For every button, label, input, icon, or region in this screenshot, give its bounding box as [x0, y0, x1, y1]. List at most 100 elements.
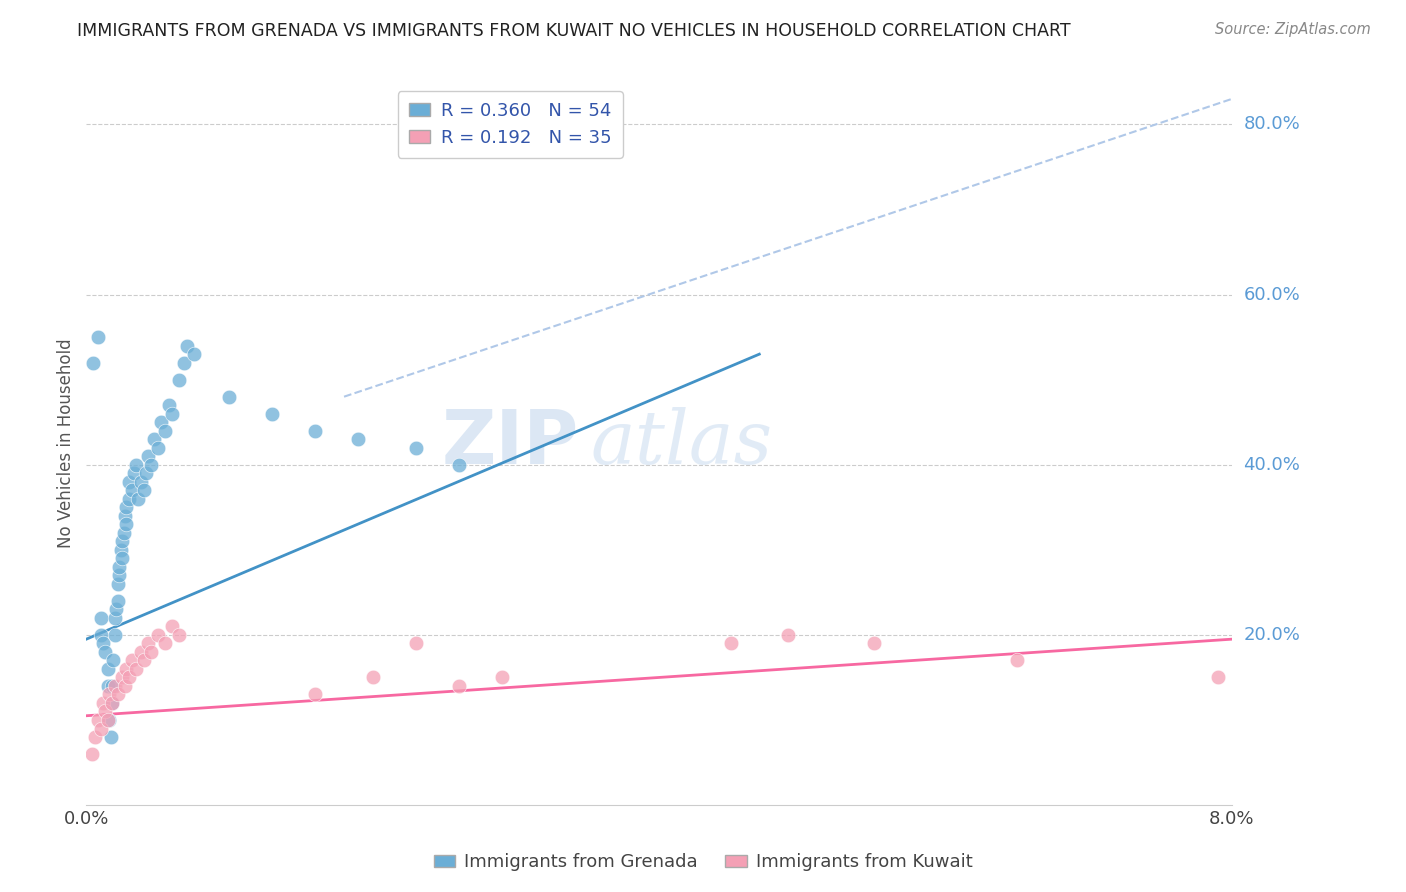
Point	[118, 475, 141, 489]
Point	[176, 338, 198, 352]
Point	[153, 424, 176, 438]
Point	[115, 517, 138, 532]
Point	[720, 636, 742, 650]
Point	[100, 730, 122, 744]
Point	[361, 670, 384, 684]
Point	[115, 662, 138, 676]
Point	[132, 653, 155, 667]
Point	[107, 594, 129, 608]
Text: 20.0%: 20.0%	[1243, 626, 1301, 644]
Point	[139, 645, 162, 659]
Point	[776, 628, 799, 642]
Point	[127, 491, 149, 506]
Point	[132, 483, 155, 498]
Point	[262, 407, 284, 421]
Point	[118, 670, 141, 684]
Point	[90, 628, 112, 642]
Point	[98, 713, 121, 727]
Point	[105, 602, 128, 616]
Point	[136, 636, 159, 650]
Point	[447, 458, 470, 472]
Point	[149, 415, 172, 429]
Point	[135, 467, 157, 481]
Point	[111, 670, 134, 684]
Point	[107, 688, 129, 702]
Point	[108, 568, 131, 582]
Point	[405, 441, 427, 455]
Point	[121, 483, 143, 498]
Point	[82, 356, 104, 370]
Point	[146, 628, 169, 642]
Point	[107, 577, 129, 591]
Point	[97, 713, 120, 727]
Point	[93, 696, 115, 710]
Point	[97, 679, 120, 693]
Point	[101, 679, 124, 693]
Point	[94, 705, 117, 719]
Point	[347, 432, 370, 446]
Point	[80, 747, 103, 761]
Point	[157, 398, 180, 412]
Point	[90, 722, 112, 736]
Point	[93, 636, 115, 650]
Point	[136, 449, 159, 463]
Point	[97, 662, 120, 676]
Point	[447, 679, 470, 693]
Point	[125, 662, 148, 676]
Point	[1206, 670, 1229, 684]
Legend: R = 0.360   N = 54, R = 0.192   N = 35: R = 0.360 N = 54, R = 0.192 N = 35	[398, 91, 623, 158]
Point	[139, 458, 162, 472]
Point	[87, 330, 110, 344]
Point	[114, 508, 136, 523]
Point	[1005, 653, 1028, 667]
Point	[169, 373, 191, 387]
Legend: Immigrants from Grenada, Immigrants from Kuwait: Immigrants from Grenada, Immigrants from…	[426, 847, 980, 879]
Point	[218, 390, 240, 404]
Point	[83, 730, 105, 744]
Point	[104, 628, 127, 642]
Point	[90, 611, 112, 625]
Point	[112, 525, 135, 540]
Text: 40.0%: 40.0%	[1243, 456, 1301, 474]
Point	[146, 441, 169, 455]
Point	[108, 559, 131, 574]
Point	[121, 653, 143, 667]
Point	[169, 628, 191, 642]
Text: ZIP: ZIP	[441, 407, 579, 480]
Point	[304, 688, 326, 702]
Point	[125, 458, 148, 472]
Point	[160, 407, 183, 421]
Point	[94, 645, 117, 659]
Point	[160, 619, 183, 633]
Point	[183, 347, 205, 361]
Point	[491, 670, 513, 684]
Point	[104, 679, 127, 693]
Point	[103, 653, 125, 667]
Point	[304, 424, 326, 438]
Point	[115, 500, 138, 515]
Text: 60.0%: 60.0%	[1243, 285, 1301, 303]
Point	[111, 534, 134, 549]
Point	[101, 696, 124, 710]
Point	[111, 551, 134, 566]
Text: IMMIGRANTS FROM GRENADA VS IMMIGRANTS FROM KUWAIT NO VEHICLES IN HOUSEHOLD CORRE: IMMIGRANTS FROM GRENADA VS IMMIGRANTS FR…	[77, 22, 1071, 40]
Point	[142, 432, 165, 446]
Point	[153, 636, 176, 650]
Point	[122, 467, 145, 481]
Point	[101, 696, 124, 710]
Point	[110, 542, 132, 557]
Text: Source: ZipAtlas.com: Source: ZipAtlas.com	[1215, 22, 1371, 37]
Point	[129, 645, 152, 659]
Text: atlas: atlas	[591, 408, 772, 480]
Text: 80.0%: 80.0%	[1243, 115, 1301, 134]
Point	[118, 491, 141, 506]
Point	[114, 679, 136, 693]
Point	[87, 713, 110, 727]
Y-axis label: No Vehicles in Household: No Vehicles in Household	[58, 339, 75, 549]
Point	[173, 356, 195, 370]
Point	[98, 688, 121, 702]
Point	[104, 611, 127, 625]
Point	[405, 636, 427, 650]
Point	[129, 475, 152, 489]
Point	[863, 636, 886, 650]
